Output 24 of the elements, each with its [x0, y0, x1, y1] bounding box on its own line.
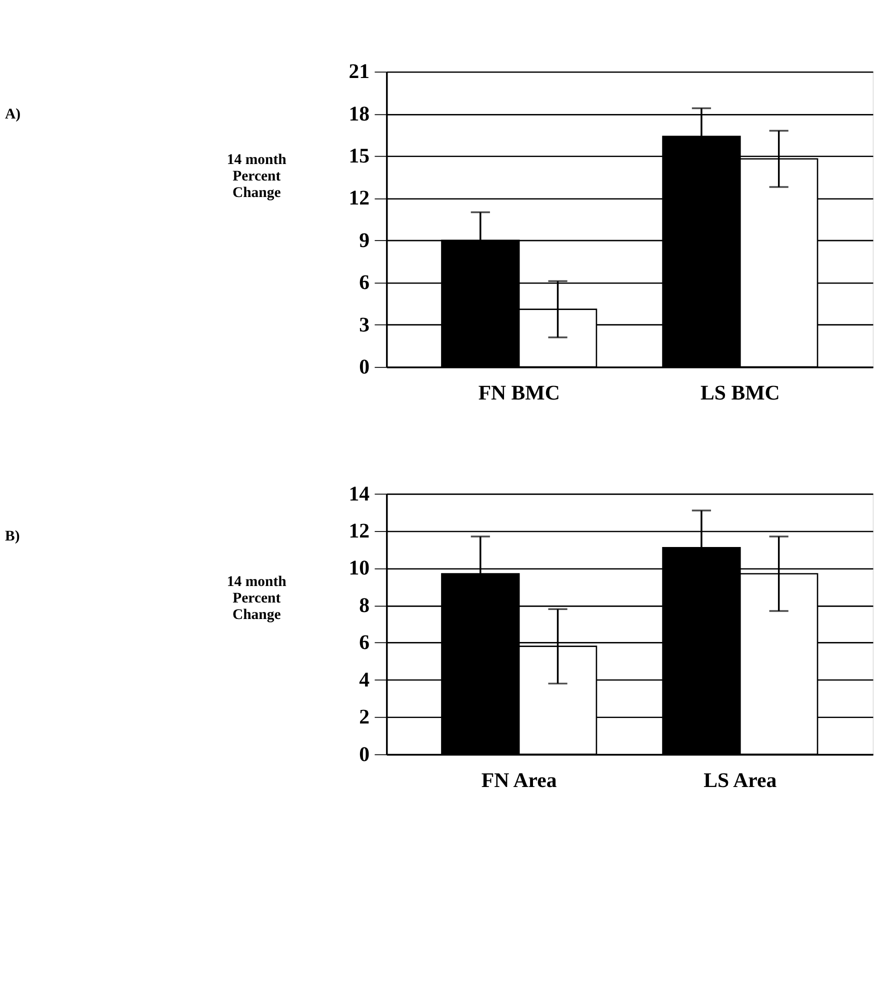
x-tick-label: LS BMC: [700, 380, 780, 405]
y-axis-title: 14 month Percent Change: [226, 574, 286, 624]
y-tick-label: 0: [359, 742, 370, 766]
y-tick-label: 12: [348, 186, 370, 210]
y-axis-title: 14 month Percent Change: [226, 152, 286, 202]
y-tick-label: 15: [348, 144, 370, 168]
text: A): [5, 106, 21, 123]
x-tick-label: FN Area: [481, 768, 558, 792]
y-tick-label: 18: [348, 101, 370, 126]
y-tick-label: 10: [348, 556, 370, 580]
y-tick-label: 9: [359, 228, 370, 252]
text: B): [5, 528, 20, 545]
y-tick-label: 2: [359, 704, 370, 729]
y-tick-label: 21: [348, 59, 370, 84]
y-tick-label: 12: [348, 518, 370, 542]
y-tick-label: 3: [359, 312, 370, 336]
y-tick-label: 0: [359, 354, 370, 378]
x-tick-label: FN BMC: [478, 380, 560, 405]
y-tick-label: 6: [359, 630, 370, 654]
y-tick-label: 6: [359, 270, 370, 294]
y-tick-label: 4: [359, 667, 370, 692]
x-tick-label: LS Area: [704, 768, 778, 792]
y-tick-label: 14: [348, 481, 370, 506]
y-tick-label: 8: [359, 592, 370, 617]
